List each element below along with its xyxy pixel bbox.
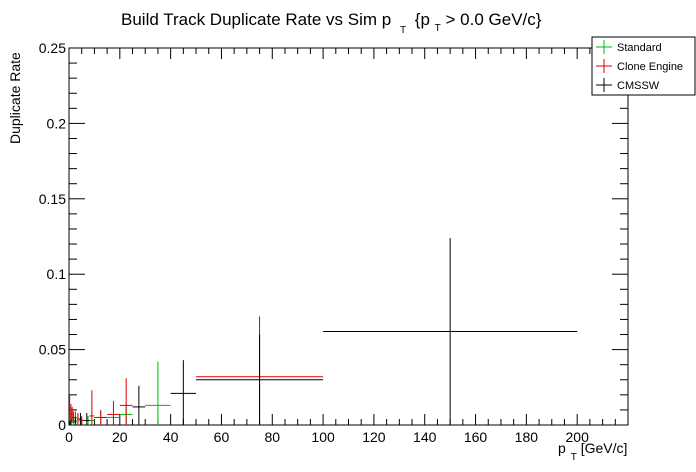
legend-item-cmssw: CMSSW [596, 78, 660, 92]
data-point [79, 412, 82, 425]
data-point [119, 378, 133, 425]
legend-item-standard: Standard [596, 40, 662, 54]
x-tick-label: 20 [112, 429, 128, 445]
data-point [76, 412, 80, 425]
legend-label-clone-engine: Clone Engine [617, 61, 683, 73]
data-point [107, 400, 120, 425]
data-point [72, 411, 75, 424]
x-tick-label: 0 [65, 429, 73, 445]
y-tick-label: 0.05 [39, 342, 66, 358]
x-axis-title-rest: [GeV/c] [581, 440, 628, 456]
x-tick-label: 40 [163, 429, 179, 445]
legend-label-cmssw: CMSSW [617, 80, 660, 92]
data-point [69, 420, 71, 425]
x-tick-label: 120 [362, 429, 386, 445]
chart-title: Build Track Duplicate Rate vs Sim p T {p… [121, 10, 542, 37]
plot-frame [68, 47, 629, 426]
series-clone-engine [69, 316, 324, 425]
y-tick-labels: 0 0.05 0.1 0.15 0.2 0.25 [39, 40, 66, 433]
data-point [74, 417, 77, 425]
x-tick-label: 60 [214, 429, 230, 445]
x-tick-label: 180 [515, 429, 539, 445]
y-tick-label: 0 [58, 417, 66, 433]
y-axis-title: Duplicate Rate [7, 52, 23, 144]
x-tick-label: 140 [413, 429, 437, 445]
data-point [89, 390, 95, 425]
y-tick-label: 0.2 [47, 115, 67, 131]
x-tick-label: 200 [566, 429, 590, 445]
x-tick-label: 80 [264, 429, 280, 445]
data-point [196, 334, 324, 425]
axis-ticks [68, 47, 628, 426]
title-rest: > 0.0 GeV/c} [446, 10, 542, 29]
data-point [145, 361, 171, 425]
data-point [79, 415, 85, 425]
data-point [94, 409, 108, 425]
data-point [71, 406, 73, 422]
data-point [69, 394, 71, 419]
x-tick-labels: 0 20 40 60 80 100 120 140 160 180 200 [65, 429, 589, 445]
y-tick-label: 0.25 [39, 40, 66, 56]
x-axis-title-subscript: T [571, 452, 577, 463]
y-tick-label: 0.1 [47, 266, 67, 282]
title-subscript-2: T [435, 23, 441, 34]
title-main: Build Track Duplicate Rate vs Sim p [121, 10, 391, 29]
data-point [84, 412, 90, 425]
x-tick-label: 100 [311, 429, 335, 445]
title-subscript: T [400, 25, 406, 36]
x-tick-label: 160 [464, 429, 488, 445]
series-cmssw [69, 238, 578, 425]
legend-label-standard: Standard [617, 42, 662, 54]
x-axis-title-main: p [558, 440, 566, 456]
series-layer [69, 238, 578, 425]
data-point [70, 418, 72, 425]
y-tick-label: 0.15 [39, 191, 66, 207]
data-point [323, 238, 578, 425]
title-brace: {p [415, 10, 430, 29]
data-point [132, 385, 146, 425]
x-axis-title: p T [GeV/c] [558, 440, 627, 463]
data-point [170, 360, 197, 425]
legend-item-clone-engine: Clone Engine [596, 59, 683, 73]
legend: Standard Clone Engine CMSSW [591, 36, 696, 96]
